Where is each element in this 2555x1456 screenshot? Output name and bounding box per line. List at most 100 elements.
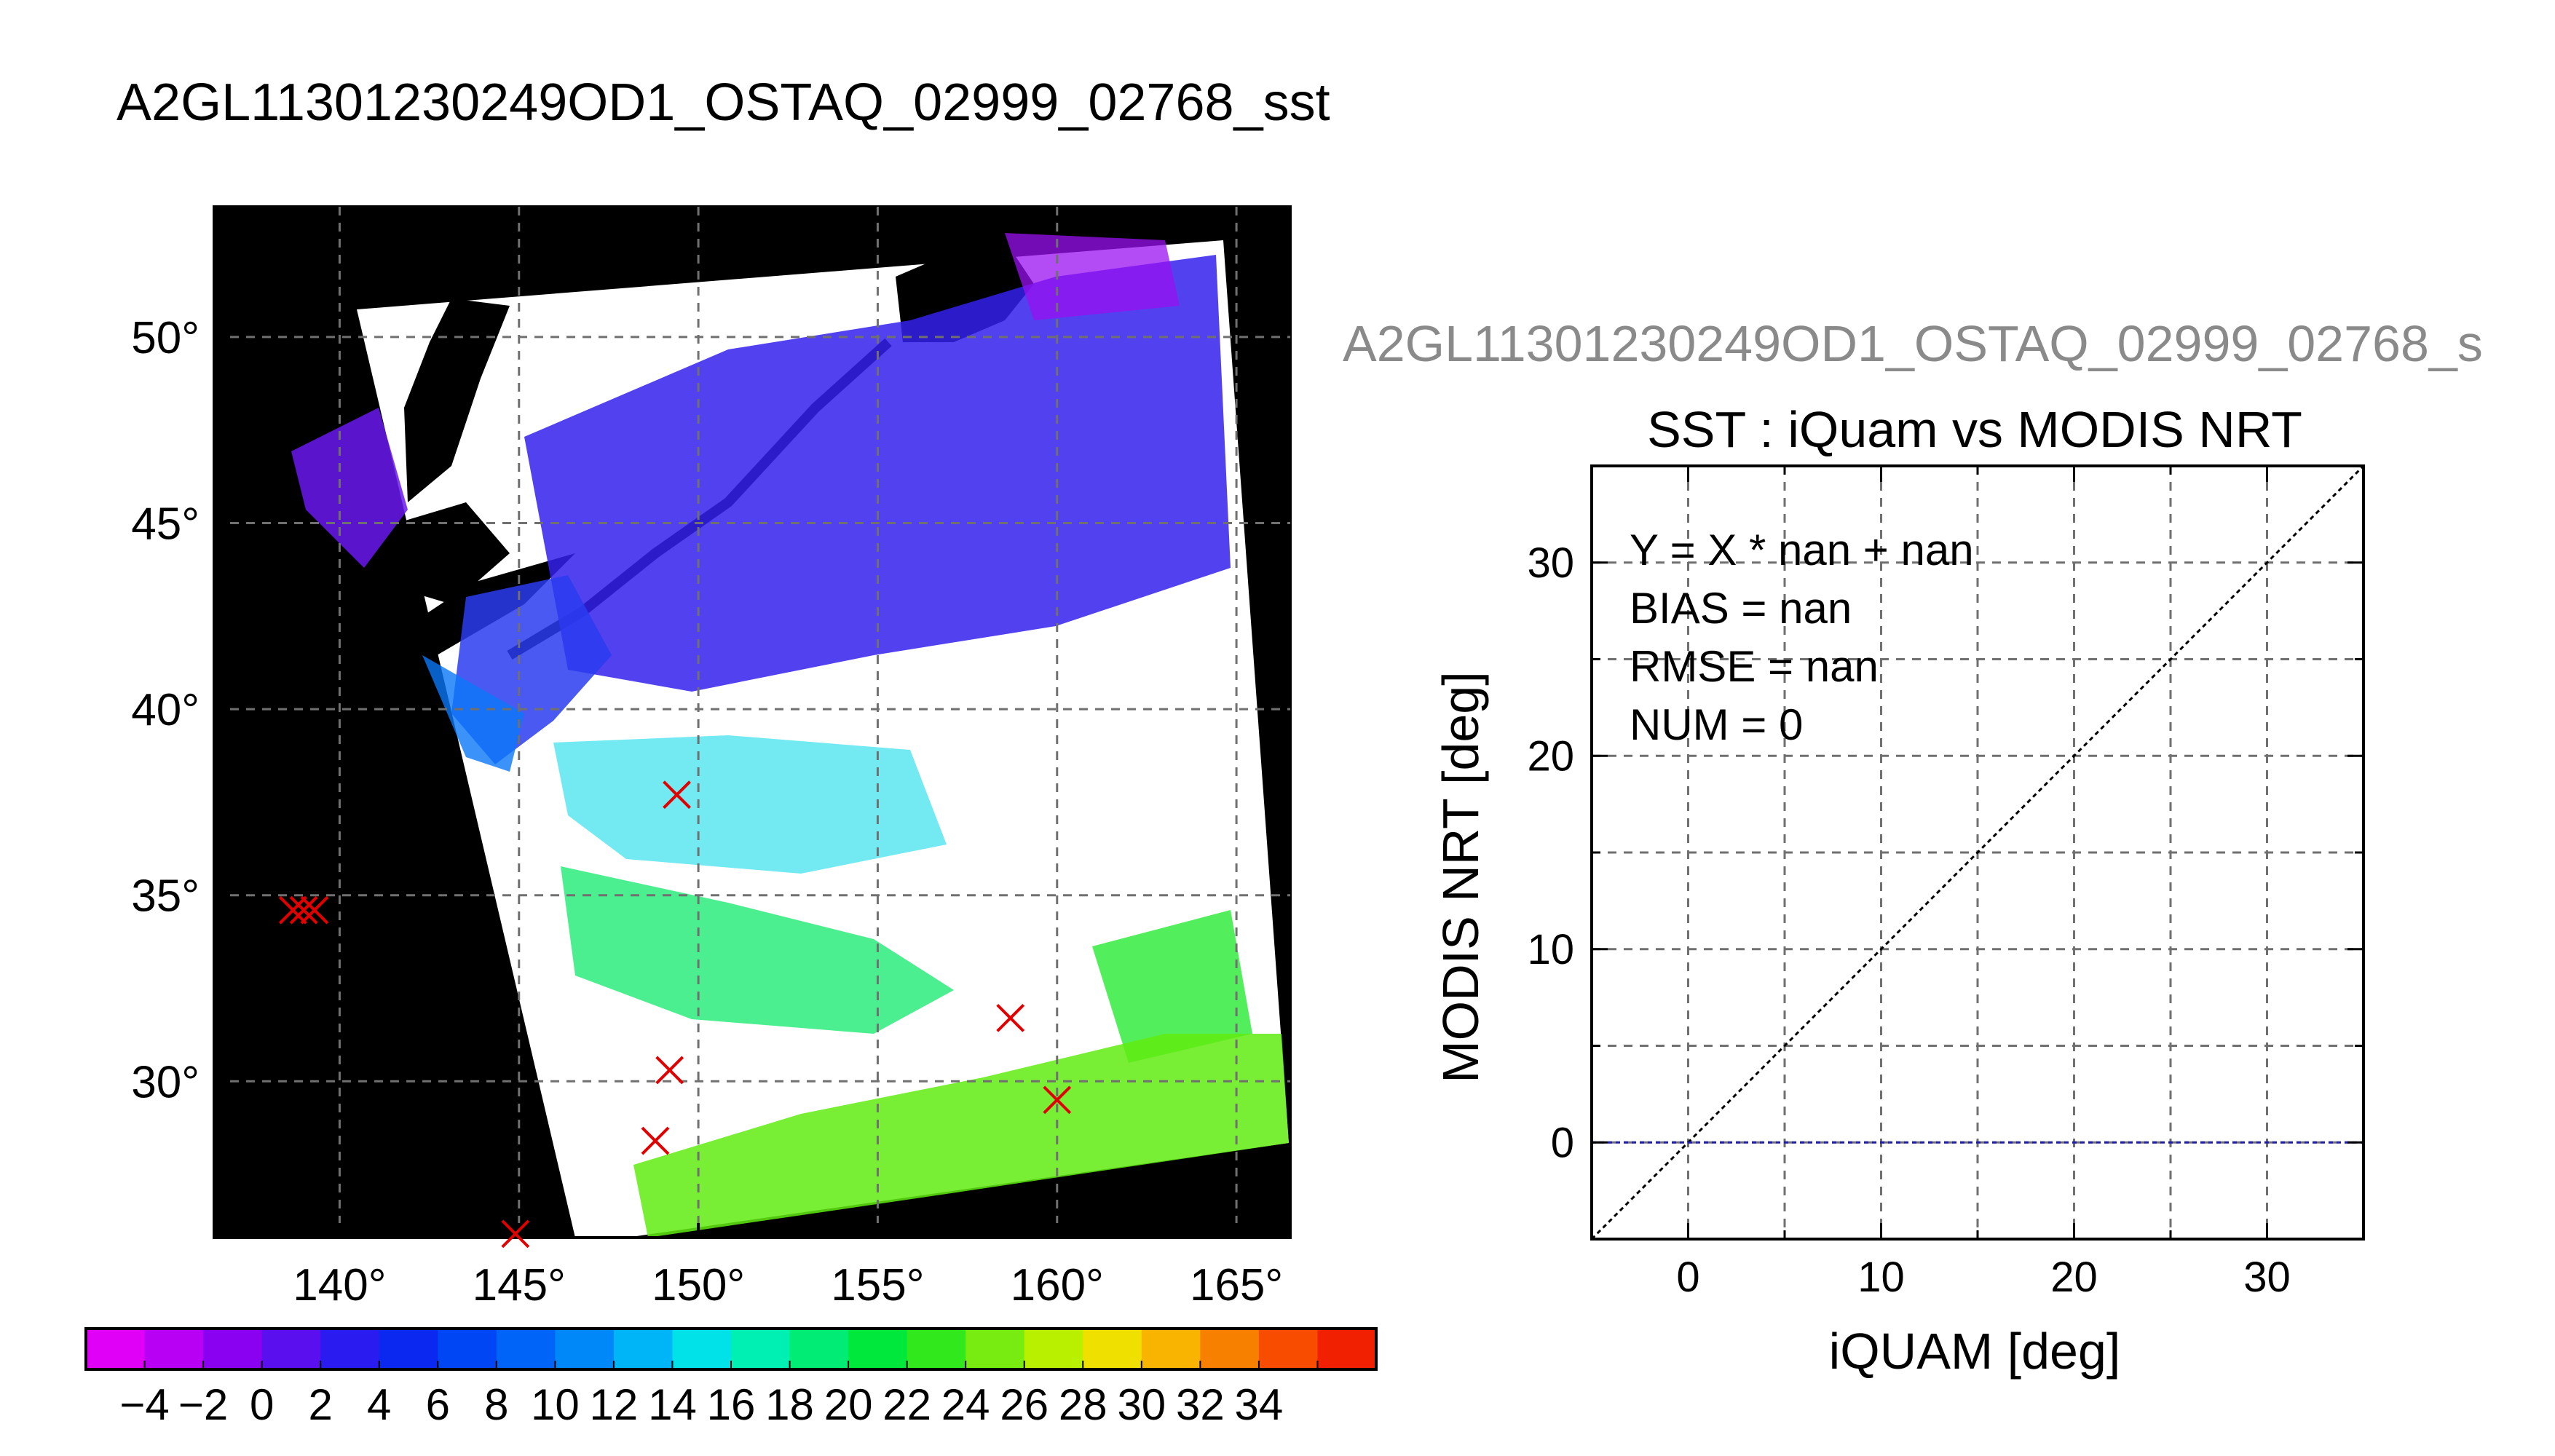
colorbar-swatch — [1258, 1329, 1318, 1369]
scatter-y-tick-label: 0 — [1551, 1119, 1574, 1166]
colorbar-swatch — [379, 1329, 438, 1369]
scatter-stat: RMSE = nan — [1630, 642, 1879, 691]
colorbar-swatch — [789, 1329, 849, 1369]
colorbar-label: 22 — [882, 1380, 931, 1429]
colorbar-label: 12 — [590, 1380, 639, 1429]
map-x-ticks: 140° 145° 150° 155° 160° 165° — [293, 1223, 1283, 1310]
one-to-one-line — [1590, 464, 2365, 1241]
scatter-x-label: iQUAM [deg] — [1829, 1323, 2121, 1380]
sst-violet-north — [1005, 233, 1180, 320]
scatter-stat: NUM = 0 — [1630, 700, 1803, 749]
colorbar-label: 24 — [941, 1380, 990, 1429]
map-y-tick-label: 50° — [131, 313, 200, 363]
colorbar: −4 −2 0 2 4 6 8 10 12 14 16 18 20 22 24 26 28 30 32 34 — [84, 1327, 1378, 1429]
colorbar-swatch — [1083, 1329, 1142, 1369]
colorbar-swatch — [1141, 1329, 1201, 1369]
colorbar-swatch — [613, 1329, 673, 1369]
map-grid — [214, 207, 1290, 1238]
scatter-stat: BIAS = nan — [1630, 584, 1852, 633]
colorbar-label: −4 — [119, 1380, 169, 1429]
matchup-marker — [278, 895, 307, 925]
map-x-tick-label: 165° — [1190, 1260, 1283, 1310]
sst-yellowgreen-south — [633, 1034, 1289, 1238]
map-frame — [213, 205, 1292, 1239]
matchup-marker — [300, 895, 329, 925]
colorbar-swatch — [496, 1329, 556, 1369]
sst-cold-region-3 — [291, 408, 408, 568]
scatter-y-tick-label: 30 — [1527, 539, 1574, 587]
sst-blue-coastal — [422, 655, 524, 772]
page-title: A2GL11301230249OD1_OSTAQ_02999_02768_sst — [117, 74, 1330, 132]
colorbar-label: 6 — [426, 1380, 450, 1429]
colorbar-swatch — [144, 1329, 204, 1369]
colorbar-swatch — [438, 1329, 497, 1369]
matchup-marker — [641, 1126, 670, 1155]
colorbar-swatch — [907, 1329, 966, 1369]
colorbar-swatch — [320, 1329, 380, 1369]
colorbar-label: 16 — [707, 1380, 756, 1429]
sst-green-region — [561, 866, 954, 1034]
colorbar-label: 4 — [367, 1380, 391, 1429]
colorbar-label: 26 — [1000, 1380, 1049, 1429]
matchup-markers — [278, 780, 1072, 1249]
colorbar-swatch — [1024, 1329, 1083, 1369]
map-y-tick-label: 30° — [131, 1057, 200, 1107]
colorbar-label: 2 — [308, 1380, 332, 1429]
colorbar-label: 34 — [1235, 1380, 1284, 1429]
map-x-tick-label: 150° — [652, 1260, 745, 1310]
colorbar-swatch — [1317, 1329, 1377, 1369]
scatter-ticks: 0 10 20 30 0 10 20 30 — [1527, 466, 2364, 1301]
scatter-title: SST : iQuam vs MODIS NRT — [1647, 401, 2302, 458]
matchup-marker — [1043, 1085, 1072, 1115]
colorbar-swatch — [1200, 1329, 1260, 1369]
scatter-x-tick-label: 30 — [2243, 1254, 2291, 1301]
map-x-tick-label: 145° — [473, 1260, 566, 1310]
colorbar-swatch — [672, 1329, 732, 1369]
colorbar-swatch — [203, 1329, 263, 1369]
scatter-header: A2GL11301230249OD1_OSTAQ_02999_02768_s — [1343, 315, 2483, 372]
scatter-x-tick-label: 20 — [2050, 1254, 2098, 1301]
colorbar-swatch — [848, 1329, 908, 1369]
colorbar-label: −2 — [178, 1380, 228, 1429]
colorbar-label: 18 — [765, 1380, 814, 1429]
matchup-marker — [996, 1003, 1025, 1032]
matchup-marker — [655, 1056, 684, 1085]
scatter-x-tick-label: 10 — [1857, 1254, 1905, 1301]
colorbar-swatch — [261, 1329, 321, 1369]
map-y-tick-label: 40° — [131, 685, 200, 735]
scatter-y-tick-label: 20 — [1527, 732, 1574, 780]
scatter-stats: Y = X * nan + nan BIAS = nan RMSE = nan NUM… — [1630, 526, 1974, 749]
colorbar-label: 28 — [1059, 1380, 1107, 1429]
map-y-tick-label: 45° — [131, 499, 200, 550]
colorbar-swatch — [86, 1329, 146, 1369]
colorbar-label: 0 — [250, 1380, 274, 1429]
sakhalin-land — [404, 298, 510, 502]
colorbar-label: 8 — [484, 1380, 508, 1429]
sst-green-east — [1092, 910, 1252, 1063]
colorbar-swatch — [555, 1329, 615, 1369]
map-y-ticks: 50° 45° 40° 35° 30° — [131, 313, 229, 1107]
matchup-marker — [289, 895, 318, 925]
colorbar-swatch — [731, 1329, 791, 1369]
sst-cyan-region — [553, 735, 947, 874]
colorbar-label: 10 — [531, 1380, 580, 1429]
scatter-stat: Y = X * nan + nan — [1630, 526, 1974, 574]
map-x-tick-label: 160° — [1011, 1260, 1104, 1310]
sst-cold-region — [524, 255, 1231, 692]
colorbar-label: 30 — [1117, 1380, 1166, 1429]
colorbar-label: 20 — [824, 1380, 873, 1429]
colorbar-label: 14 — [648, 1380, 697, 1429]
scatter-reference-lines — [1590, 464, 2365, 1241]
colorbar-label: 32 — [1176, 1380, 1225, 1429]
scatter-y-tick-label: 10 — [1527, 926, 1574, 973]
map-y-tick-label: 35° — [131, 871, 200, 922]
map-x-tick-label: 140° — [293, 1260, 386, 1310]
hokkaido-land — [379, 502, 510, 604]
matchup-marker — [501, 1219, 530, 1249]
matchup-marker — [663, 780, 691, 810]
scatter-x-tick-label: 0 — [1676, 1254, 1699, 1301]
scatter-y-label: MODIS NRT [deg] — [1432, 671, 1489, 1083]
map-x-tick-label: 155° — [831, 1260, 924, 1310]
